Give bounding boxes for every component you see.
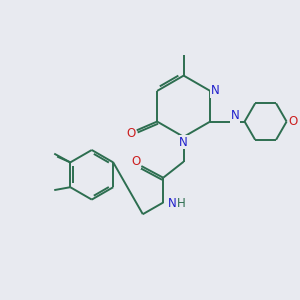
Text: H: H (177, 197, 186, 211)
Text: N: N (231, 109, 239, 122)
Text: N: N (211, 84, 220, 98)
Text: O: O (126, 127, 136, 140)
Text: O: O (131, 155, 141, 168)
Text: N: N (168, 197, 176, 211)
Text: N: N (179, 136, 188, 148)
Text: O: O (288, 115, 298, 128)
